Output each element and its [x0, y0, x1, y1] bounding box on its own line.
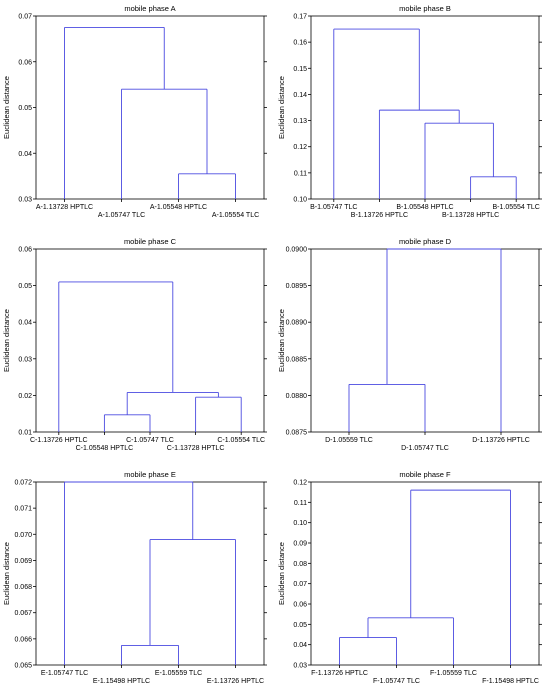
y-axis-label: Euclidean distance: [277, 542, 286, 605]
y-tick-label: 0.04: [18, 151, 32, 158]
plot-frame: [35, 248, 265, 433]
y-tick-label: 0.10: [293, 197, 307, 204]
leaf-label: F-1.05747 TLC: [373, 678, 420, 685]
leaf-label: A-1.05554 TLC: [212, 212, 259, 219]
y-tick-label: 0.08: [293, 561, 307, 568]
y-tick-label: 0.0895: [286, 283, 308, 290]
y-tick-label: 0.06: [18, 59, 32, 66]
dendrogram-plot: mobile phase C Euclidean distance 0.01 0.02…: [2, 237, 267, 452]
y-tick-label: 0.0900: [286, 247, 308, 254]
y-tick-label: 0.066: [14, 636, 32, 643]
y-tick-label: 0.11: [294, 500, 307, 507]
y-tick-label: 0.068: [14, 584, 32, 591]
y-tick-label: 0.12: [293, 144, 307, 151]
y-tick-label: 0.13: [293, 118, 307, 125]
y-tick-label: 0.05: [293, 622, 307, 629]
y-tick-label: 0.0880: [286, 393, 308, 400]
leaf-label: B-1.05548 HPTLC: [396, 204, 453, 211]
y-tick-label: 0.05: [18, 105, 32, 112]
leaf-label: D-1.05559 TLC: [325, 437, 373, 444]
panel-mobile-phase-e: mobile phase E Euclidean distance 0.065 0.0…: [0, 466, 275, 699]
y-tick-label: 0.067: [14, 610, 32, 617]
y-tick-label: 0.11: [294, 170, 307, 177]
y-tick-label: 0.06: [293, 602, 307, 609]
y-tick-label: 0.10: [293, 520, 307, 527]
leaf-label: E-1.05559 TLC: [155, 670, 202, 677]
y-tick-label: 0.09: [293, 541, 307, 548]
chart-title: mobile phase A: [124, 4, 175, 13]
chart-title: mobile phase E: [124, 470, 176, 479]
y-axis-label: Euclidean distance: [2, 76, 11, 139]
panel-mobile-phase-c: mobile phase C Euclidean distance 0.01 0.02…: [0, 233, 275, 466]
leaf-label: F-1.13726 HPTLC: [311, 670, 368, 677]
panel-mobile-phase-f: mobile phase F Euclidean distance 0.03 0.04…: [275, 466, 550, 699]
leaf-label: C-1.05747 TLC: [126, 437, 174, 444]
leaf-label: D-1.13726 HPTLC: [472, 437, 530, 444]
y-tick-label: 0.14: [293, 92, 307, 99]
y-tick-label: 0.03: [18, 356, 32, 363]
y-axis-label: Euclidean distance: [277, 309, 286, 372]
leaf-label: A-1.05747 TLC: [98, 212, 145, 219]
chart-title: mobile phase C: [124, 237, 177, 246]
y-tick-label: 0.03: [293, 663, 307, 670]
leaf-label: A-1.13728 HPTLC: [36, 204, 93, 211]
y-axis-label: Euclidean distance: [2, 542, 11, 605]
y-tick-label: 0.16: [293, 40, 307, 47]
y-tick-label: 0.07: [18, 14, 32, 21]
panel-mobile-phase-b: mobile phase B Euclidean distance 0.10 0.11…: [275, 0, 550, 233]
y-tick-label: 0.15: [293, 66, 307, 73]
leaf-label: C-1.13728 HPTLC: [167, 445, 225, 452]
dendrogram-plot: mobile phase E Euclidean distance 0.065 0.0…: [2, 470, 267, 685]
chart-title: mobile phase F: [399, 470, 451, 479]
plot-frame: [310, 481, 540, 666]
panel-mobile-phase-a: mobile phase A Euclidean distance 0.03 0.04…: [0, 0, 275, 233]
y-tick-label: 0.071: [14, 506, 32, 513]
y-tick-label: 0.12: [293, 480, 307, 487]
leaf-label: E-1.15498 HPTLC: [93, 678, 150, 685]
leaf-label: C-1.05554 TLC: [217, 437, 265, 444]
dendrogram-plot: mobile phase D Euclidean distance 0.0875 0.…: [277, 237, 542, 452]
chart-title: mobile phase B: [399, 4, 451, 13]
leaf-label: A-1.05548 HPTLC: [150, 204, 207, 211]
y-tick-label: 0.0890: [286, 320, 308, 327]
leaf-label: C-1.05548 HPTLC: [76, 445, 134, 452]
dendrogram-plot: mobile phase B Euclidean distance 0.10 0.11…: [277, 4, 542, 219]
leaf-label: C-1.13726 HPTLC: [30, 437, 88, 444]
leaf-label: F-1.15498 HPTLC: [482, 678, 539, 685]
chart-title: mobile phase D: [399, 237, 452, 246]
y-tick-label: 0.06: [18, 247, 32, 254]
plot-frame: [35, 15, 265, 200]
dendrogram-plot: mobile phase A Euclidean distance 0.03 0.04…: [2, 4, 267, 219]
y-tick-label: 0.07: [293, 581, 307, 588]
leaf-label: F-1.05559 TLC: [430, 670, 477, 677]
y-tick-label: 0.04: [18, 320, 32, 327]
y-tick-label: 0.03: [18, 197, 32, 204]
leaf-label: B-1.05747 TLC: [310, 204, 357, 211]
leaf-label: B-1.13726 HPTLC: [351, 212, 408, 219]
leaf-label: B-1.05554 TLC: [493, 204, 540, 211]
y-tick-label: 0.0885: [286, 356, 308, 363]
y-tick-label: 0.17: [293, 14, 307, 21]
y-tick-label: 0.0875: [286, 430, 308, 437]
y-tick-label: 0.072: [14, 480, 32, 487]
leaf-label: D-1.05747 TLC: [401, 445, 449, 452]
y-tick-label: 0.02: [18, 393, 32, 400]
leaf-label: E-1.05747 TLC: [41, 670, 88, 677]
dendrogram-plot: mobile phase F Euclidean distance 0.03 0.04…: [277, 470, 542, 685]
y-axis-label: Euclidean distance: [2, 309, 11, 372]
y-tick-label: 0.070: [14, 532, 32, 539]
panel-mobile-phase-d: mobile phase D Euclidean distance 0.0875 0.…: [275, 233, 550, 466]
y-axis-label: Euclidean distance: [277, 76, 286, 139]
y-tick-label: 0.065: [14, 663, 32, 670]
leaf-label: B-1.13728 HPTLC: [442, 212, 499, 219]
y-tick-label: 0.04: [293, 642, 307, 649]
leaf-label: E-1.13726 HPTLC: [207, 678, 264, 685]
y-tick-label: 0.05: [18, 283, 32, 290]
y-tick-label: 0.01: [18, 430, 32, 437]
y-tick-label: 0.069: [14, 558, 32, 565]
